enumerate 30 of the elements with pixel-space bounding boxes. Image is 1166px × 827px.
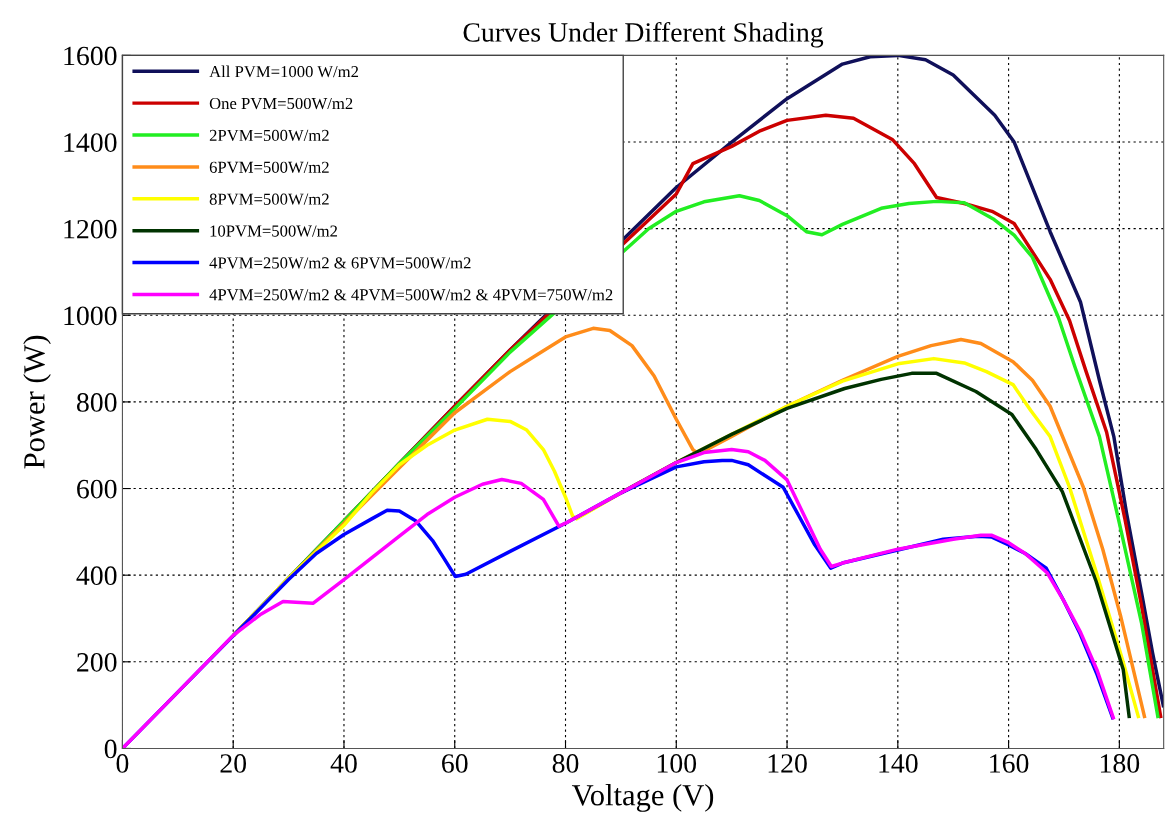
y-tick-label: 400 bbox=[76, 566, 117, 586]
y-tick-label: 1400 bbox=[64, 133, 117, 152]
legend-label: 2PVM=500W/m2 bbox=[209, 129, 329, 142]
legend-label: 4PVM=250W/m2 & 4PVM=500W/m2 & 4PVM=750W/m2 bbox=[209, 289, 613, 301]
x-tick-label: 20 bbox=[220, 754, 247, 773]
y-tick-label: 800 bbox=[76, 393, 117, 412]
x-tick-label: 120 bbox=[768, 754, 807, 773]
y-axis-title: Power (W) bbox=[23, 335, 51, 469]
legend-label: 8PVM=500W/m2 bbox=[209, 193, 329, 205]
y-tick-label: 1000 bbox=[64, 306, 117, 326]
x-axis-title: Voltage (V) bbox=[571, 784, 714, 812]
x-tick-label: 100 bbox=[657, 754, 697, 773]
legend-label: 10PVM=500W/m2 bbox=[210, 225, 338, 237]
legend-label: 6PVM=500W/m2 bbox=[209, 161, 329, 173]
y-tick-label: 1200 bbox=[64, 219, 117, 239]
x-tick-label: 140 bbox=[879, 754, 918, 773]
x-tick-label: 60 bbox=[442, 754, 468, 773]
y-tick-label: 0 bbox=[104, 739, 117, 759]
x-tick-label: 160 bbox=[990, 754, 1029, 773]
x-tick-label: 40 bbox=[330, 754, 357, 773]
legend-label: All PVM=1000 W/m2 bbox=[209, 65, 359, 78]
x-tick-label: 0 bbox=[116, 754, 129, 773]
y-tick-label: 1600 bbox=[64, 46, 117, 66]
y-tick-label: 600 bbox=[77, 479, 117, 499]
legend-label: One PVM=500W/m2 bbox=[209, 97, 353, 110]
y-tick-label: 200 bbox=[77, 652, 117, 672]
x-tick-label: 80 bbox=[552, 754, 579, 773]
x-tick-label: 180 bbox=[1100, 754, 1140, 773]
chart-title: Curves Under Different Shading bbox=[463, 21, 824, 48]
legend-label: 4PVM=250W/m2 & 6PVM=500W/m2 bbox=[209, 257, 471, 269]
